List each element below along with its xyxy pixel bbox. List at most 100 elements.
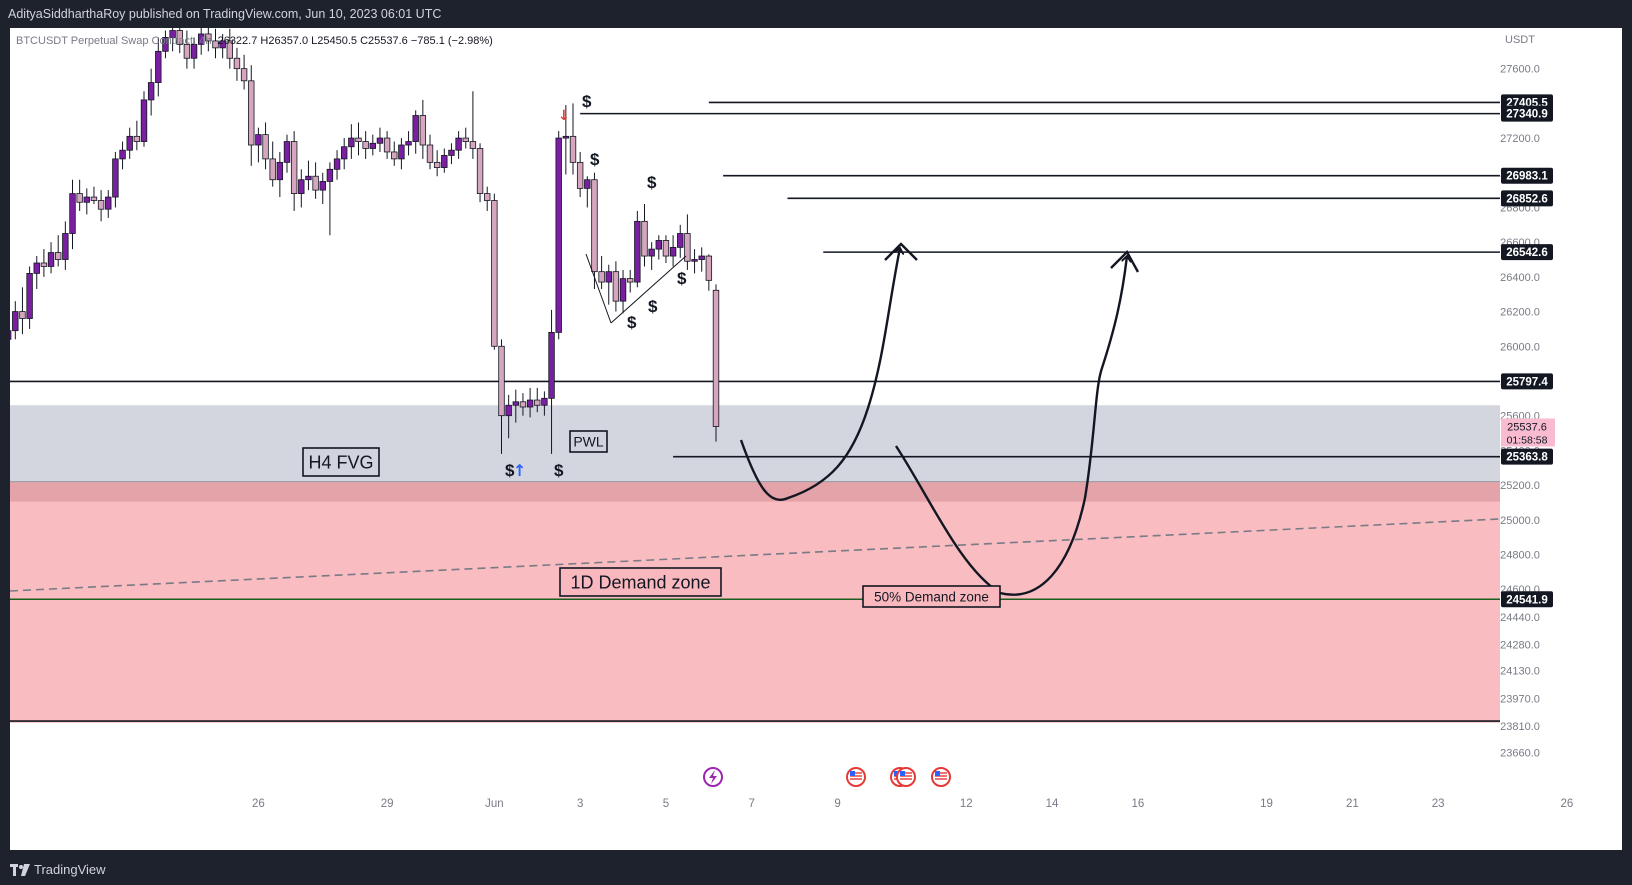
candle-body — [147, 82, 155, 101]
candle — [326, 162, 334, 236]
buy-arrow-icon: ↑ — [513, 461, 526, 480]
candle — [147, 68, 155, 116]
price-level-tag: 25363.8 — [1501, 448, 1553, 465]
candle — [240, 54, 248, 90]
candle-body — [612, 271, 620, 302]
candle — [669, 235, 677, 267]
candle — [534, 387, 541, 413]
candle-body — [176, 30, 183, 45]
candle-body — [183, 43, 191, 59]
candle-body — [541, 397, 548, 406]
zone-1d-demand-zone — [10, 481, 1500, 723]
candle — [376, 127, 384, 152]
candle — [133, 120, 141, 151]
candle-body — [269, 158, 276, 181]
price-level-tag-bg — [1501, 448, 1553, 465]
candle — [169, 28, 176, 52]
candle-body — [655, 240, 662, 250]
price-level-tag-text: 25797.4 — [1506, 376, 1548, 388]
candle — [591, 172, 598, 290]
candle — [333, 150, 341, 180]
chart-area[interactable]: $ $ $ $ $ $ $ $ ↓ ↑ H4 FVG PWL 1D Demand zone 50% De… — [10, 28, 1622, 850]
annotation-labels-layer: H4 FVG PWL 1D Demand zone 50% Demand zone — [302, 430, 1001, 608]
candle-body — [112, 158, 119, 198]
label-50-demand-zone-text: 50% Demand zone — [874, 589, 989, 604]
candle — [505, 394, 512, 439]
price-tick-label: 23660.0 — [1500, 747, 1540, 759]
candle — [340, 138, 348, 170]
candle-body — [505, 404, 512, 417]
candle — [26, 266, 33, 329]
candle — [483, 186, 491, 211]
price-axis[interactable]: USDT27600.027400.027200.027000.026800.02… — [1500, 28, 1622, 850]
candle-body — [584, 179, 591, 189]
candle — [176, 28, 183, 54]
candle-body — [33, 262, 40, 274]
candle — [562, 105, 570, 175]
candle-body — [598, 271, 605, 283]
candle — [491, 193, 498, 350]
us-flag-canton — [935, 771, 940, 776]
candle-body — [562, 135, 570, 139]
candle — [190, 37, 198, 69]
candle — [405, 131, 412, 156]
price-tick-label: 23810.0 — [1500, 721, 1540, 733]
candle-body — [519, 401, 527, 408]
candle-body — [362, 141, 369, 149]
time-axis[interactable]: 2629Jun35791214161921232628 — [252, 798, 1622, 810]
candle — [412, 110, 419, 154]
candle — [441, 148, 448, 173]
candle — [183, 30, 191, 69]
current-price-value: 25537.6 — [1507, 422, 1547, 434]
footer-brand[interactable]: TradingView — [34, 862, 106, 877]
liquidity-dollar-mark: $ — [590, 150, 600, 169]
candle-body — [469, 141, 477, 149]
candle — [619, 269, 627, 314]
candle — [569, 103, 577, 175]
projection-curve-1 — [739, 248, 900, 501]
candle — [355, 122, 362, 156]
candle — [298, 169, 305, 208]
candle-body — [155, 50, 162, 83]
price-tick-label: 26200.0 — [1500, 307, 1540, 319]
wedge-line-lower — [610, 255, 687, 324]
economic-event-1 — [846, 767, 866, 787]
candle — [283, 134, 291, 173]
horizontal-lines-layer — [10, 101, 1500, 722]
candle-body — [534, 399, 541, 406]
label-1d-demand-zone: 1D Demand zone — [559, 567, 722, 597]
price-level-tag-text: 27340.9 — [1506, 109, 1548, 121]
candle-body — [219, 40, 226, 49]
candle — [677, 224, 684, 258]
candle-body — [476, 148, 484, 194]
label-50-demand-zone-box — [862, 585, 1001, 608]
candle-body — [605, 271, 612, 283]
current-price-tag-bg — [1501, 418, 1555, 447]
tradingview-logo-icon[interactable] — [10, 863, 30, 877]
price-chart[interactable]: $ $ $ $ $ $ $ $ ↓ ↑ H4 FVG PWL 1D Demand zone 50% De… — [10, 28, 1622, 850]
sell-arrow-icon: ↓ — [558, 108, 570, 124]
symbol-legend: BTCUSDT Perpetual Swap Contract, 4h 2632… — [16, 35, 493, 47]
candle-body — [19, 311, 26, 319]
time-tick-label: 14 — [1046, 798, 1059, 810]
label-pwl-text: PWL — [573, 434, 604, 450]
price-tick-label: 25200.0 — [1500, 480, 1540, 492]
candle-body — [569, 135, 577, 163]
candle — [212, 28, 219, 59]
candle — [598, 256, 605, 290]
price-level-tag: 26983.1 — [1501, 167, 1553, 184]
candle — [248, 65, 255, 166]
candle — [76, 179, 83, 211]
candle — [305, 160, 312, 191]
price-level-tag: 24541.9 — [1501, 591, 1553, 608]
liquidity-dollar-mark: $ — [677, 269, 687, 288]
candle-body — [47, 252, 55, 267]
candle-body — [140, 99, 148, 142]
candle-body — [212, 40, 219, 49]
time-tick-label: Jun — [485, 798, 504, 810]
candle-body — [248, 80, 255, 146]
candle — [162, 30, 169, 59]
candle-body — [262, 134, 269, 160]
candle-body — [419, 115, 427, 146]
candle-body — [126, 135, 133, 151]
